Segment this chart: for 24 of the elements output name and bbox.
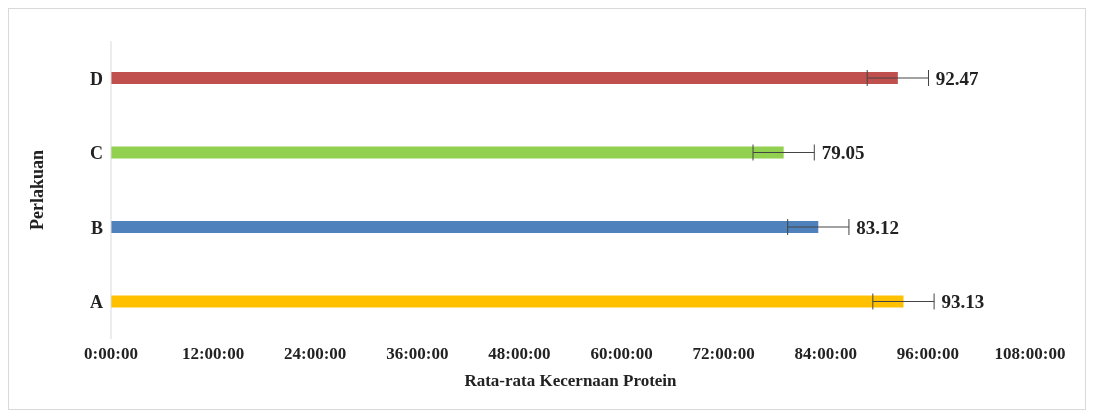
bar <box>111 146 784 159</box>
x-tick-label: 108:00:00 <box>994 344 1066 364</box>
y-axis-title: Perlakuan <box>27 149 48 231</box>
data-label: 93.13 <box>941 291 985 313</box>
x-tick-label: 36:00:00 <box>386 344 449 364</box>
y-tick-label: B <box>90 217 103 238</box>
x-tick-label: 12:00:00 <box>181 344 245 364</box>
data-label: 92.47 <box>935 67 980 89</box>
data-label: 83.12 <box>856 216 900 238</box>
x-tick-label: 24:00:00 <box>284 344 347 364</box>
bar <box>111 221 819 233</box>
y-tick-label: D <box>90 68 103 89</box>
x-tick-label: 60:00:00 <box>590 344 653 364</box>
bar <box>111 72 898 84</box>
x-tick-label: 96:00:00 <box>896 344 960 364</box>
data-label: 79.05 <box>821 142 865 164</box>
y-tick-label: C <box>90 143 103 164</box>
y-tick-label: A <box>90 292 103 313</box>
x-tick-label: 48:00:00 <box>488 344 551 364</box>
bar <box>111 295 904 308</box>
x-tick-label: 0:00:00 <box>84 344 138 364</box>
x-tick-label: 72:00:00 <box>692 344 755 364</box>
x-tick-label: 84:00:00 <box>794 344 857 364</box>
x-axis-title: Rata-rata Kecernaan Protein <box>463 371 678 391</box>
